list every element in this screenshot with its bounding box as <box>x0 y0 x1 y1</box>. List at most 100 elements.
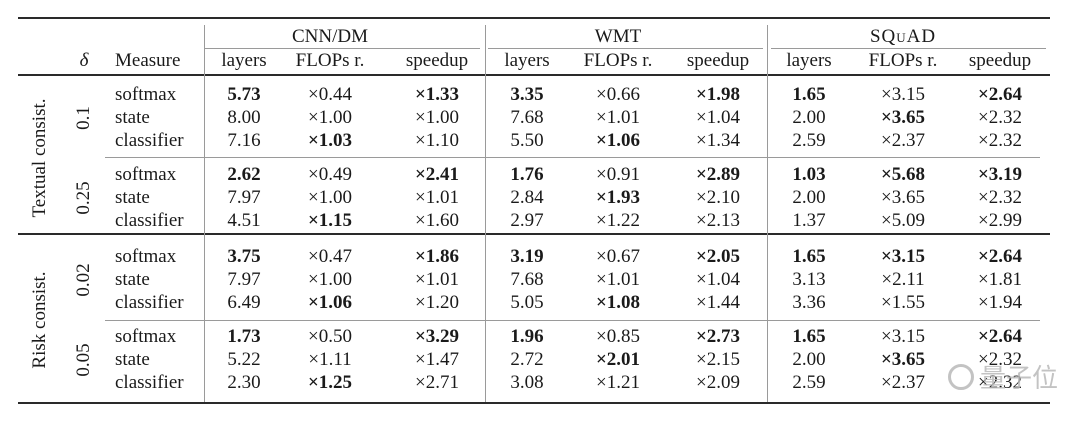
table-cell: ×1.04 <box>696 269 740 290</box>
table-cell: ×1.01 <box>415 269 459 290</box>
table-cell: 8.00 <box>227 107 261 128</box>
table-cell: 4.51 <box>227 210 261 231</box>
table-cell: ×3.15 <box>881 326 925 347</box>
measure-label: state <box>115 187 150 208</box>
table-cell: ×3.65 <box>880 349 926 370</box>
table-cell: ×1.08 <box>595 292 641 313</box>
table-cell: ×2.71 <box>415 372 459 393</box>
delta-value: 0.02 <box>73 263 94 297</box>
watermark: 量子位 <box>947 358 1058 395</box>
table-cell: 1.96 <box>510 326 544 347</box>
measure-label: state <box>115 269 150 290</box>
table-cell: ×1.03 <box>307 130 353 151</box>
table-cell: 5.50 <box>510 130 544 151</box>
table-cell: 2.00 <box>792 349 826 370</box>
table-cell: 2.30 <box>227 372 261 393</box>
table-cell: ×1.01 <box>596 107 640 128</box>
column-header: speedup <box>968 50 1032 71</box>
column-separator <box>204 25 205 402</box>
table-cell: ×0.66 <box>596 84 640 105</box>
table-cell: 1.65 <box>792 246 826 267</box>
measure-label: state <box>115 107 150 128</box>
column-header: layers <box>786 50 832 71</box>
table-cell: 2.59 <box>792 130 826 151</box>
table-cell: ×1.15 <box>307 210 353 231</box>
delta-header: δ <box>79 50 89 71</box>
table-cell: ×3.65 <box>880 107 926 128</box>
table-cell: ×2.64 <box>977 326 1023 347</box>
dataset-name: CNN/DM <box>291 26 369 47</box>
table-cell: 3.08 <box>510 372 544 393</box>
column-header: layers <box>504 50 550 71</box>
table-cell: ×2.13 <box>696 210 740 231</box>
table-cell: 1.73 <box>227 326 261 347</box>
table-cell: ×0.47 <box>308 246 352 267</box>
table-cell: ×2.64 <box>977 246 1023 267</box>
table-cell: 7.68 <box>510 269 544 290</box>
column-separator <box>767 25 768 402</box>
table-cell: ×1.10 <box>415 130 459 151</box>
dataset-underline <box>488 48 763 49</box>
table-cell: 5.05 <box>510 292 544 313</box>
table-cell: ×2.01 <box>595 349 641 370</box>
table-cell: 7.97 <box>227 187 261 208</box>
header-rule <box>18 74 1050 76</box>
table-cell: 2.00 <box>792 187 826 208</box>
table-cell: 1.37 <box>792 210 826 231</box>
table-cell: ×1.06 <box>595 130 641 151</box>
table-cell: 1.65 <box>792 326 826 347</box>
table-cell: ×2.73 <box>695 326 741 347</box>
measure-label: classifier <box>115 372 184 393</box>
bottom-rule <box>18 402 1050 404</box>
table-cell: ×2.37 <box>881 372 925 393</box>
watermark-text: 量子位 <box>979 364 1058 394</box>
table-cell: ×2.32 <box>978 372 1022 393</box>
table-cell: 3.19 <box>510 246 544 267</box>
table-cell: ×1.33 <box>414 84 460 105</box>
table-cell: ×1.34 <box>696 130 740 151</box>
table-cell: 2.97 <box>510 210 544 231</box>
table-cell: ×2.15 <box>696 349 740 370</box>
dataset-underline <box>205 48 480 49</box>
measure-label: classifier <box>115 210 184 231</box>
table-cell: ×1.00 <box>308 187 352 208</box>
table-cell: ×1.06 <box>307 292 353 313</box>
table-cell: 2.84 <box>510 187 544 208</box>
column-separator <box>485 25 486 402</box>
table-cell: ×2.41 <box>414 164 460 185</box>
column-header: FLOPs r. <box>583 50 653 71</box>
table-cell: 1.65 <box>792 84 826 105</box>
measure-label: softmax <box>115 164 177 185</box>
column-header: FLOPs r. <box>868 50 938 71</box>
table-cell: ×1.21 <box>596 372 640 393</box>
table-cell: ×1.25 <box>307 372 353 393</box>
table-cell: ×1.00 <box>308 269 352 290</box>
table-cell: 7.97 <box>227 269 261 290</box>
column-header: speedup <box>405 50 469 71</box>
watermark-logo-icon <box>947 363 974 390</box>
table-cell: ×2.64 <box>977 84 1023 105</box>
table-cell: 7.16 <box>227 130 261 151</box>
table-cell: 2.72 <box>510 349 544 370</box>
measure-label: softmax <box>115 246 177 267</box>
table-cell: ×1.11 <box>308 349 352 370</box>
table-cell: ×0.49 <box>308 164 352 185</box>
table-cell: ×0.44 <box>308 84 352 105</box>
table-cell: ×1.55 <box>881 292 925 313</box>
subgroup-rule <box>105 157 1040 158</box>
table-cell: ×1.01 <box>415 187 459 208</box>
table-cell: ×3.15 <box>881 84 925 105</box>
table-cell: 2.62 <box>227 164 261 185</box>
table-cell: 2.00 <box>792 107 826 128</box>
table-cell: ×1.98 <box>695 84 741 105</box>
table-cell: ×1.00 <box>415 107 459 128</box>
delta-value: 0.05 <box>73 343 94 377</box>
table-cell: ×2.89 <box>695 164 741 185</box>
measure-label: softmax <box>115 84 177 105</box>
table-cell: 5.22 <box>227 349 261 370</box>
table-cell: 3.13 <box>792 269 826 290</box>
measure-label: classifier <box>115 292 184 313</box>
table-cell: ×1.93 <box>595 187 641 208</box>
table-cell: ×3.65 <box>881 187 925 208</box>
